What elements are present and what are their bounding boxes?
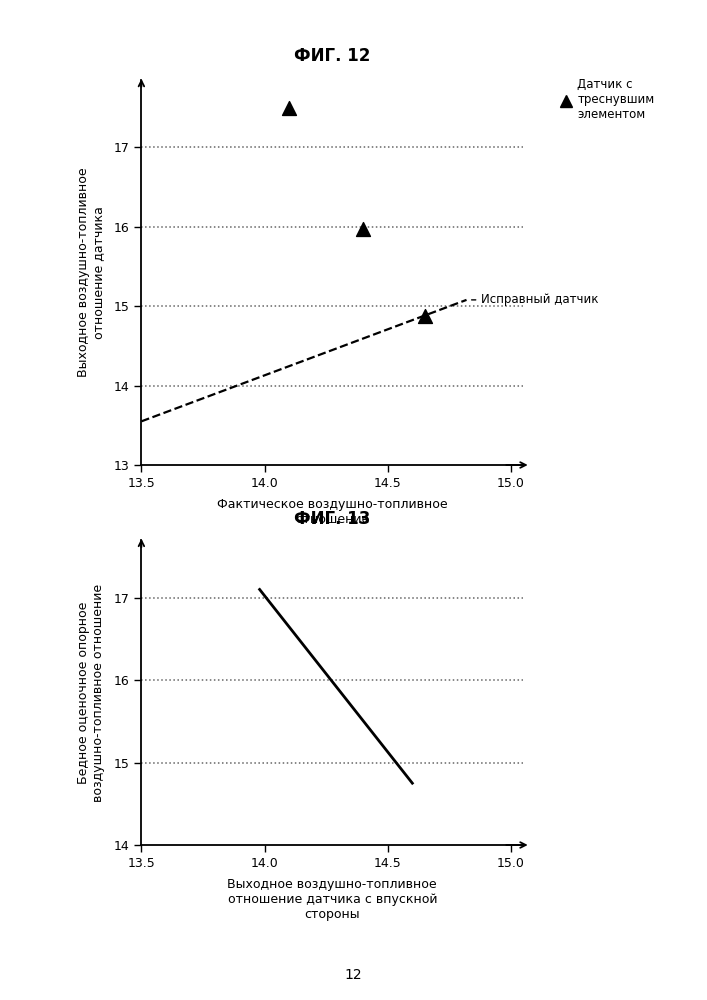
Point [419, 308, 431, 324]
X-axis label: Фактическое воздушно-топливное
отношение: Фактическое воздушно-топливное отношение [217, 498, 448, 526]
Text: 12: 12 [345, 968, 362, 982]
Legend: Датчик с
треснувшим
элементом: Датчик с треснувшим элементом [560, 78, 655, 121]
Title: ФИГ. 12: ФИГ. 12 [294, 47, 370, 65]
Y-axis label: Выходное воздушно-топливное
отношение датчика: Выходное воздушно-топливное отношение да… [77, 168, 105, 377]
Text: Исправный датчик: Исправный датчик [469, 293, 599, 306]
Text: ФИГ. 13: ФИГ. 13 [294, 510, 370, 528]
X-axis label: Выходное воздушно-топливное
отношение датчика с впускной
стороны: Выходное воздушно-топливное отношение да… [228, 878, 437, 921]
Point [358, 221, 369, 237]
Y-axis label: Бедное оценочное опорное
воздушно-топливное отношение: Бедное оценочное опорное воздушно-топлив… [77, 583, 105, 802]
Point [284, 100, 295, 116]
